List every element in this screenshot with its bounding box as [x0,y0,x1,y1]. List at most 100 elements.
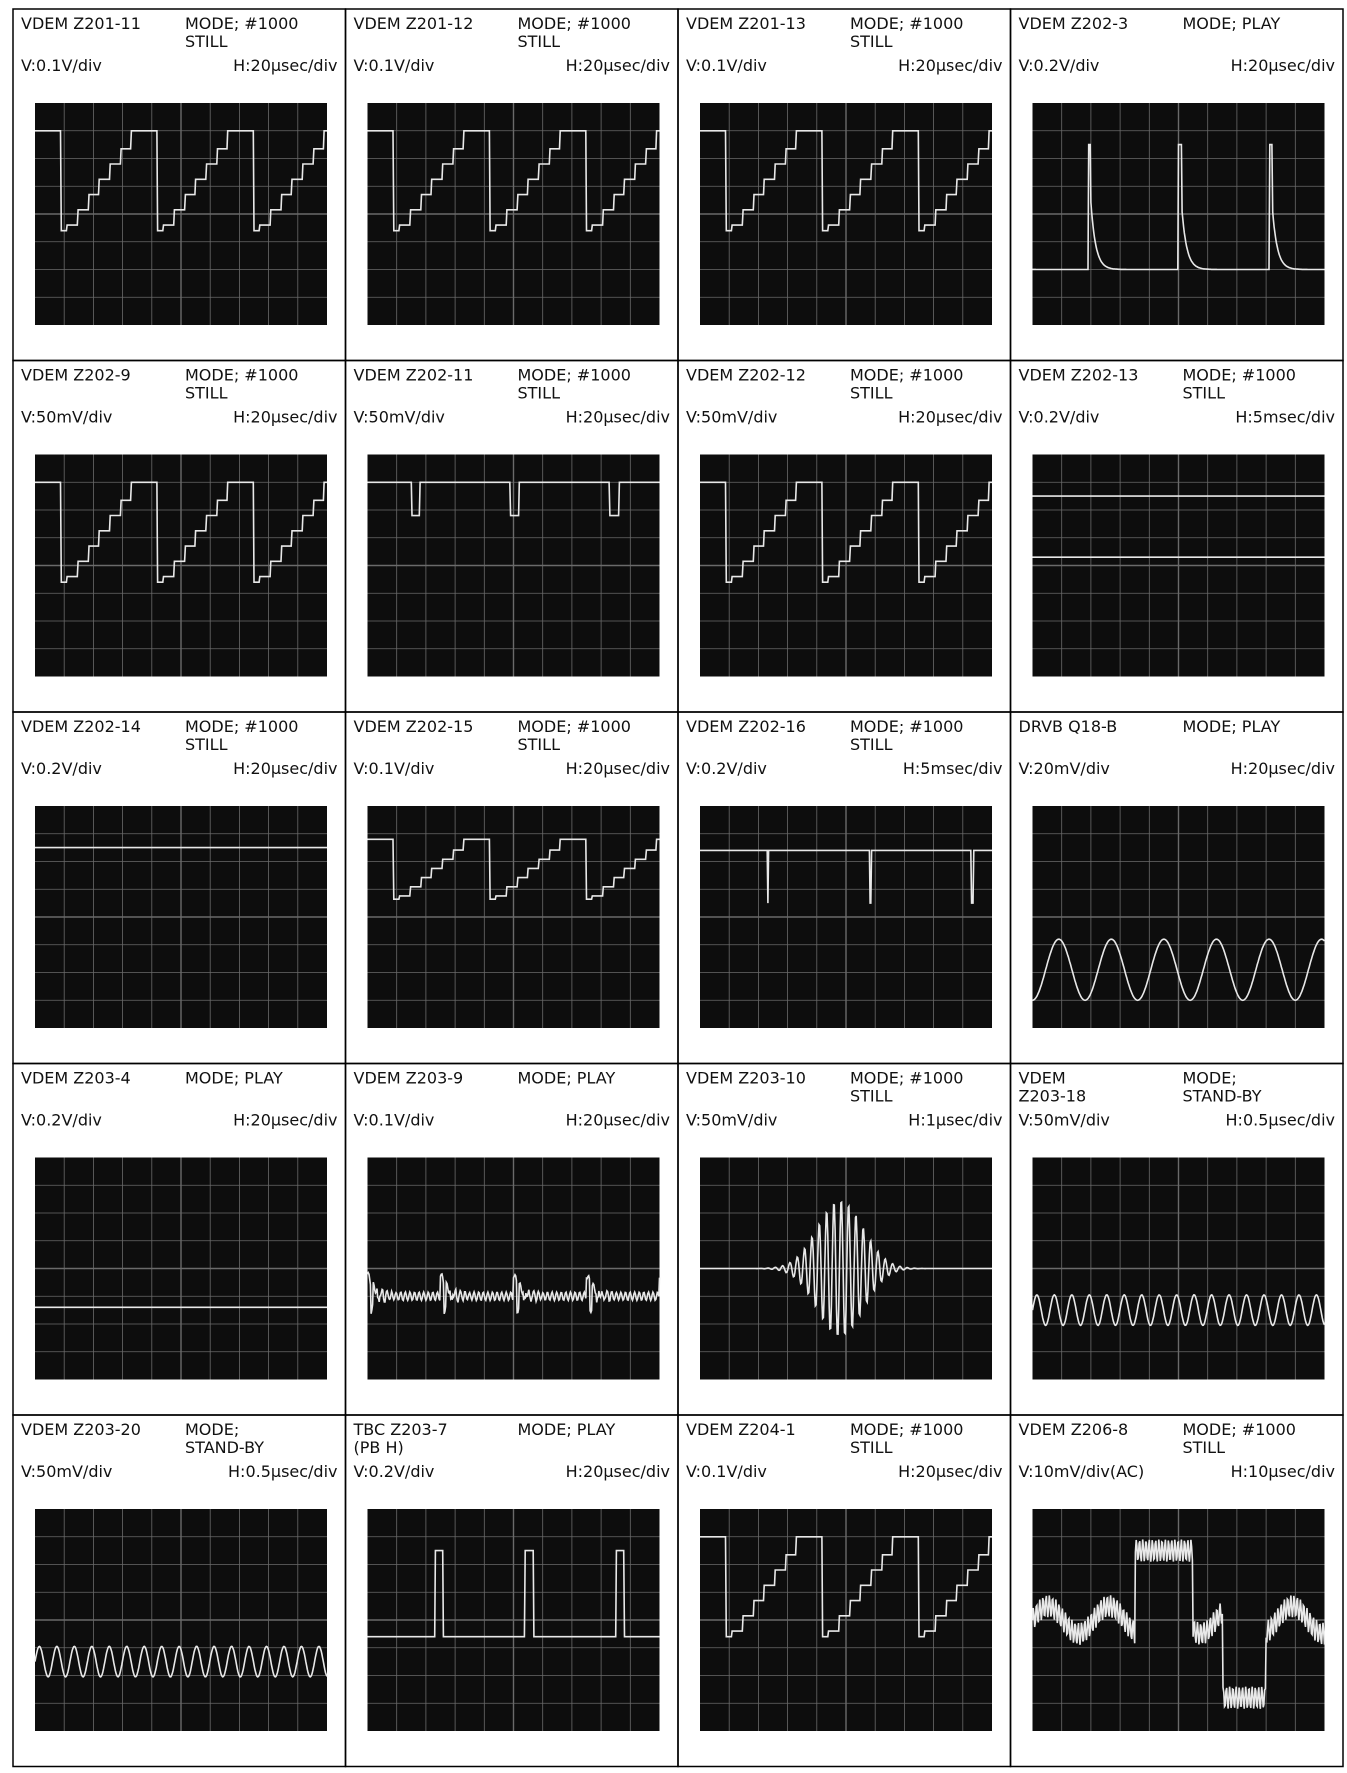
panel-id: VDEM Z202-11 [354,366,474,385]
time-per-div: H:20μsec/div [566,759,670,778]
waveform [34,1645,328,1678]
waveform [35,481,327,583]
panel-id: VDEM Z203-4 [21,1069,131,1088]
panel-mode: STILL [1183,1438,1226,1457]
panel-mode: MODE; #1000 [518,366,631,385]
panel: VDEM Z203-4 MODE; PLAY V:0.2V/div H:20μsec/… [12,1062,347,1416]
waveform [1031,1293,1326,1327]
volts-per-div: V:50mV/div [686,1111,777,1130]
panel-mode: STAND-BY [1183,1087,1262,1106]
panel-id: VDEM [1019,1069,1066,1088]
panel-mode: STILL [518,384,561,403]
panel-mode: STILL [518,735,561,754]
panel-mode: MODE; #1000 [850,14,963,33]
panel-id: DRVB Q18-B [1019,717,1118,736]
waveform [367,481,660,517]
panel-mode: MODE; #1000 [185,366,298,385]
time-per-div: H:5msec/div [1235,408,1335,427]
panel-mode: MODE; PLAY [518,1069,616,1088]
volts-per-div: V:0.1V/div [686,1462,767,1481]
panel-id: (PB H) [354,1438,404,1457]
time-per-div: H:5msec/div [903,759,1003,778]
waveform [1032,143,1325,271]
panel-mode: MODE; #1000 [518,717,631,736]
panel-mode: MODE; PLAY [185,1069,283,1088]
waveform [1032,938,1326,1002]
panel-mode: MODE; #1000 [185,14,298,33]
panel: TBC Z203-7(PB H) MODE; PLAY V:0.2V/div H:20… [344,1414,679,1768]
time-per-div: H:20μsec/div [233,56,337,75]
panel-id: VDEM Z203-10 [686,1069,806,1088]
volts-per-div: V:0.1V/div [686,56,767,75]
panel-id: VDEM Z202-13 [1019,366,1139,385]
panel-mode: MODE; [1183,1069,1237,1088]
volts-per-div: V:0.2V/div [21,1111,102,1130]
volts-per-div: V:50mV/div [1019,1111,1110,1130]
volts-per-div: V:0.2V/div [1019,56,1100,75]
panel-mode: STILL [850,1438,893,1457]
panel-mode: STAND-BY [185,1438,264,1457]
panel: VDEM Z203-20 MODE;STAND-BY V:50mV/div H:0.5… [12,1414,347,1768]
time-per-div: H:20μsec/div [1231,56,1335,75]
volts-per-div: V:0.1V/div [21,56,102,75]
waveform [1031,1539,1326,1709]
panel-border [1009,1414,1344,1768]
panel-id: VDEM Z204-1 [686,1420,796,1439]
time-per-div: H:20μsec/div [566,56,670,75]
time-per-div: H:1μsec/div [908,1111,1002,1130]
waveform [35,130,327,232]
panel-mode: STILL [850,32,893,51]
time-per-div: H:20μsec/div [233,408,337,427]
waveform [700,849,992,904]
time-per-div: H:20μsec/div [566,1111,670,1130]
time-per-div: H:0.5μsec/div [228,1462,337,1481]
panel-mode: MODE; #1000 [850,1069,963,1088]
time-per-div: H:20μsec/div [566,1462,670,1481]
volts-per-div: V:50mV/div [354,408,445,427]
waveform [700,481,992,583]
panel-mode: MODE; #1000 [850,1420,963,1439]
panel-id: TBC Z203-7 [353,1420,448,1439]
panel-mode: MODE; #1000 [1183,1420,1296,1439]
time-per-div: H:0.5μsec/div [1226,1111,1335,1130]
panel: DRVB Q18-B MODE; PLAY V:20mV/div H:20μsec/d… [1009,711,1344,1065]
panel-mode: MODE; #1000 [185,717,298,736]
panel-id: VDEM Z203-9 [354,1069,464,1088]
panel-id: VDEM Z202-15 [354,717,474,736]
time-per-div: H:20μsec/div [898,56,1002,75]
panel-mode: STILL [850,1087,893,1106]
volts-per-div: V:10mV/div(AC) [1019,1462,1145,1481]
panel-id: VDEM Z202-9 [21,366,131,385]
time-per-div: H:20μsec/div [233,1111,337,1130]
panel-mode: MODE; #1000 [518,14,631,33]
panel-id: VDEM Z202-16 [686,717,806,736]
panel-mode: STILL [850,384,893,403]
panel-mode: STILL [185,32,228,51]
waveform [367,1549,660,1638]
time-per-div: H:20μsec/div [1231,759,1335,778]
volts-per-div: V:50mV/div [686,408,777,427]
panel-id: Z203-18 [1019,1087,1087,1106]
waveform [700,1536,992,1638]
panel: VDEM Z202-3 MODE; PLAY V:0.2V/div H:20μsec/… [1009,8,1344,362]
panel-id: VDEM Z206-8 [1019,1420,1129,1439]
volts-per-div: V:20mV/div [1019,759,1110,778]
panel-mode: MODE; [185,1420,239,1439]
panel-mode: STILL [185,735,228,754]
panel-mode: STILL [850,735,893,754]
waveform [700,1200,992,1336]
panel-mode: STILL [1183,384,1226,403]
panel-mode: MODE; #1000 [1183,366,1296,385]
panel-id: VDEM Z201-13 [686,14,806,33]
volts-per-div: V:0.2V/div [21,759,102,778]
